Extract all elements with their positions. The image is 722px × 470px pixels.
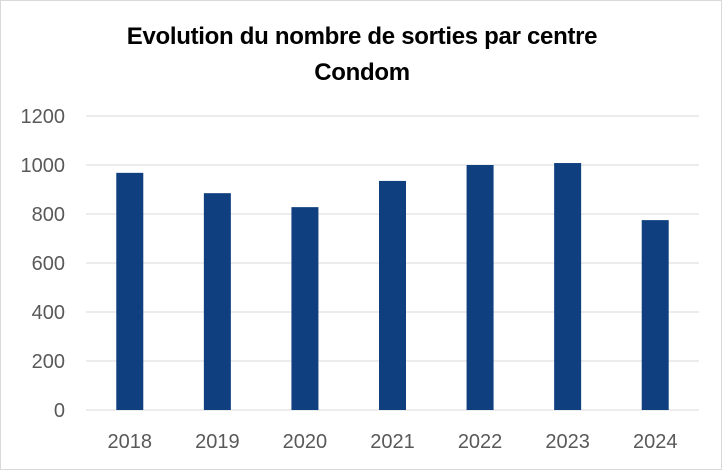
bar-2024 [641, 220, 669, 410]
bar-2018 [116, 172, 144, 410]
x-tick-label: 2023 [545, 431, 590, 453]
x-tick-label: 2022 [458, 431, 503, 453]
chart-title: Evolution du nombre de sorties par centr… [1, 19, 722, 91]
y-tick-labels: 0 200 400 600 800 1000 1200 [21, 106, 66, 422]
x-tick-label: 2020 [283, 431, 328, 453]
bar-2021 [379, 180, 406, 410]
x-tick-label: 2018 [108, 431, 153, 453]
x-tick-label: 2021 [370, 431, 415, 453]
bar-2022 [466, 165, 494, 410]
y-tick-label: 600 [32, 253, 65, 275]
y-tick-label: 1000 [21, 155, 66, 177]
y-tick-label: 200 [32, 351, 65, 373]
y-tick-label: 800 [32, 204, 65, 226]
bar-2019 [203, 193, 231, 410]
y-tick-label: 400 [32, 302, 65, 324]
bar-2023 [554, 163, 582, 410]
chart-title-line-1: Evolution du nombre de sorties par centr… [126, 23, 598, 50]
x-tick-label: 2019 [195, 431, 240, 453]
y-tick-label: 1200 [21, 106, 66, 128]
chart-title-line-2: Condom [314, 59, 410, 86]
bar-2020 [291, 207, 319, 410]
x-tick-label: 2024 [633, 431, 678, 453]
y-tick-label: 0 [54, 400, 65, 422]
bars [116, 163, 669, 410]
x-tick-labels: 2018 2019 2020 2021 2022 2023 2024 [108, 431, 678, 453]
